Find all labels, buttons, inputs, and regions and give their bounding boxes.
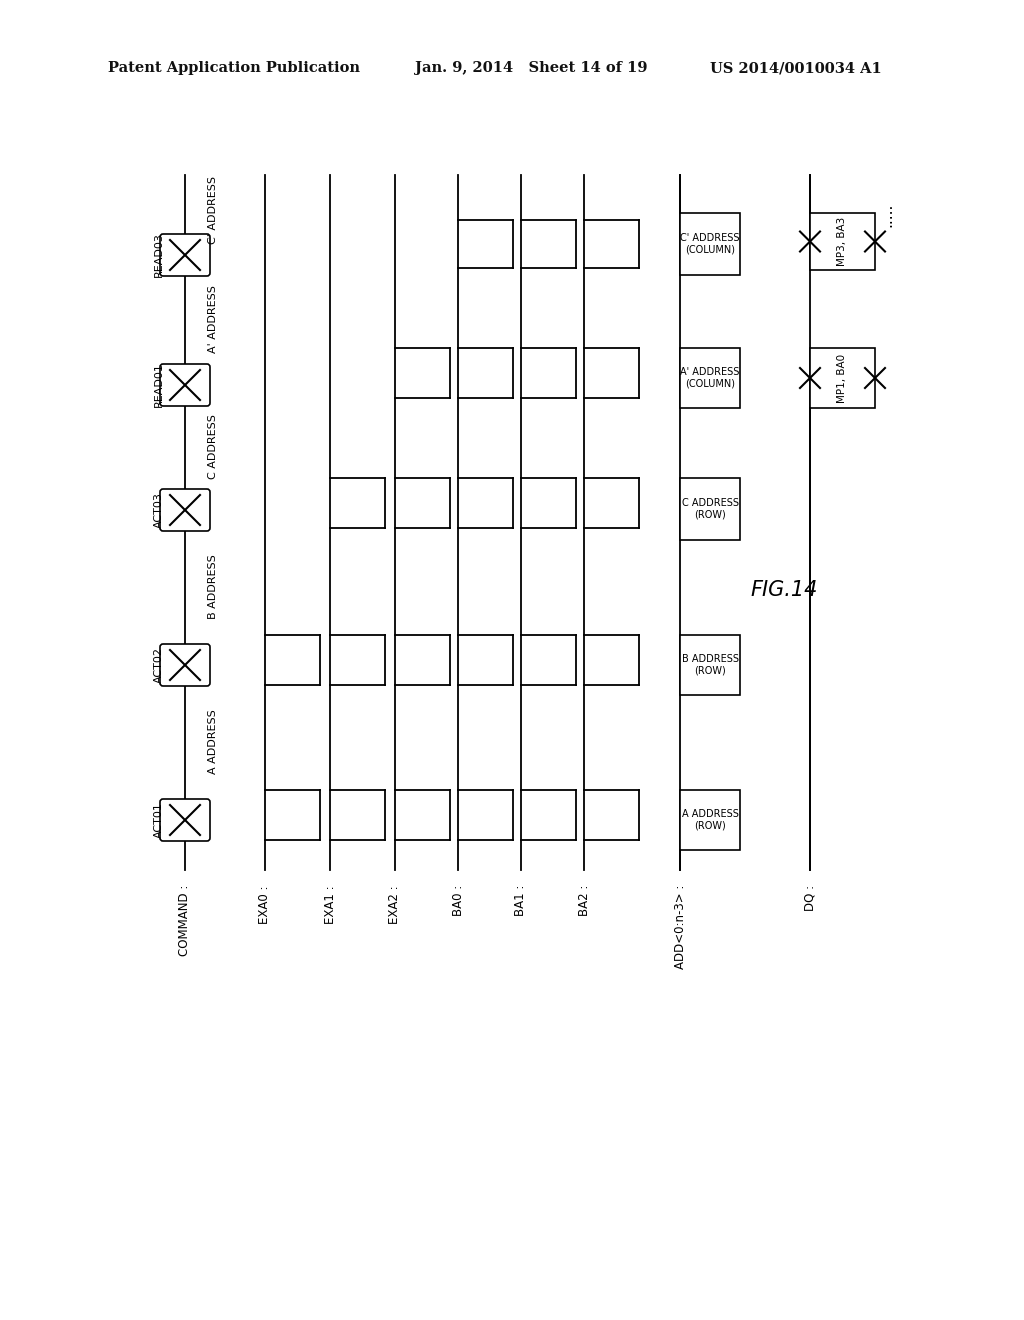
- FancyBboxPatch shape: [680, 478, 740, 540]
- Text: EXA2 :: EXA2 :: [388, 884, 401, 924]
- Text: BA2 :: BA2 :: [578, 884, 591, 916]
- Text: C ADDRESS
(ROW): C ADDRESS (ROW): [682, 498, 738, 520]
- FancyBboxPatch shape: [160, 644, 210, 686]
- Text: MP3, BA3: MP3, BA3: [838, 216, 848, 267]
- Text: ADD<0:n-3> :: ADD<0:n-3> :: [674, 884, 686, 969]
- FancyBboxPatch shape: [160, 234, 210, 276]
- Text: DQ :: DQ :: [804, 884, 816, 911]
- Text: US 2014/0010034 A1: US 2014/0010034 A1: [710, 61, 882, 75]
- Text: READ03: READ03: [154, 232, 164, 277]
- Text: C' ADDRESS
(COLUMN): C' ADDRESS (COLUMN): [680, 234, 739, 255]
- Text: Patent Application Publication: Patent Application Publication: [108, 61, 360, 75]
- Text: B ADDRESS: B ADDRESS: [208, 554, 218, 619]
- Text: Jan. 9, 2014   Sheet 14 of 19: Jan. 9, 2014 Sheet 14 of 19: [415, 61, 647, 75]
- Text: BA1 :: BA1 :: [514, 884, 527, 916]
- Text: ACT03: ACT03: [154, 492, 164, 528]
- FancyBboxPatch shape: [810, 348, 874, 408]
- FancyBboxPatch shape: [810, 213, 874, 271]
- FancyBboxPatch shape: [160, 799, 210, 841]
- FancyBboxPatch shape: [680, 789, 740, 850]
- Text: A ADDRESS
(ROW): A ADDRESS (ROW): [682, 809, 738, 830]
- Text: READ01: READ01: [154, 363, 164, 408]
- FancyBboxPatch shape: [680, 213, 740, 275]
- Text: EXA0 :: EXA0 :: [258, 884, 271, 924]
- FancyBboxPatch shape: [160, 364, 210, 407]
- Text: C ADDRESS: C ADDRESS: [208, 414, 218, 479]
- Text: FIG.14: FIG.14: [750, 579, 817, 601]
- FancyBboxPatch shape: [680, 635, 740, 696]
- Text: MP1, BA0: MP1, BA0: [838, 354, 848, 403]
- Text: A' ADDRESS
(COLUMN): A' ADDRESS (COLUMN): [680, 367, 739, 389]
- FancyBboxPatch shape: [160, 488, 210, 531]
- Text: .....: .....: [880, 203, 895, 227]
- Text: A ADDRESS: A ADDRESS: [208, 710, 218, 775]
- Text: A' ADDRESS: A' ADDRESS: [208, 285, 218, 352]
- Text: ACT01: ACT01: [154, 803, 164, 838]
- Text: EXA1 :: EXA1 :: [324, 884, 337, 924]
- Text: COMMAND :: COMMAND :: [178, 884, 191, 957]
- Text: BA0 :: BA0 :: [452, 884, 465, 916]
- FancyBboxPatch shape: [680, 348, 740, 408]
- Text: C' ADDRESS: C' ADDRESS: [208, 176, 218, 244]
- Text: ACT02: ACT02: [154, 647, 164, 682]
- Text: B ADDRESS
(ROW): B ADDRESS (ROW): [682, 655, 738, 676]
